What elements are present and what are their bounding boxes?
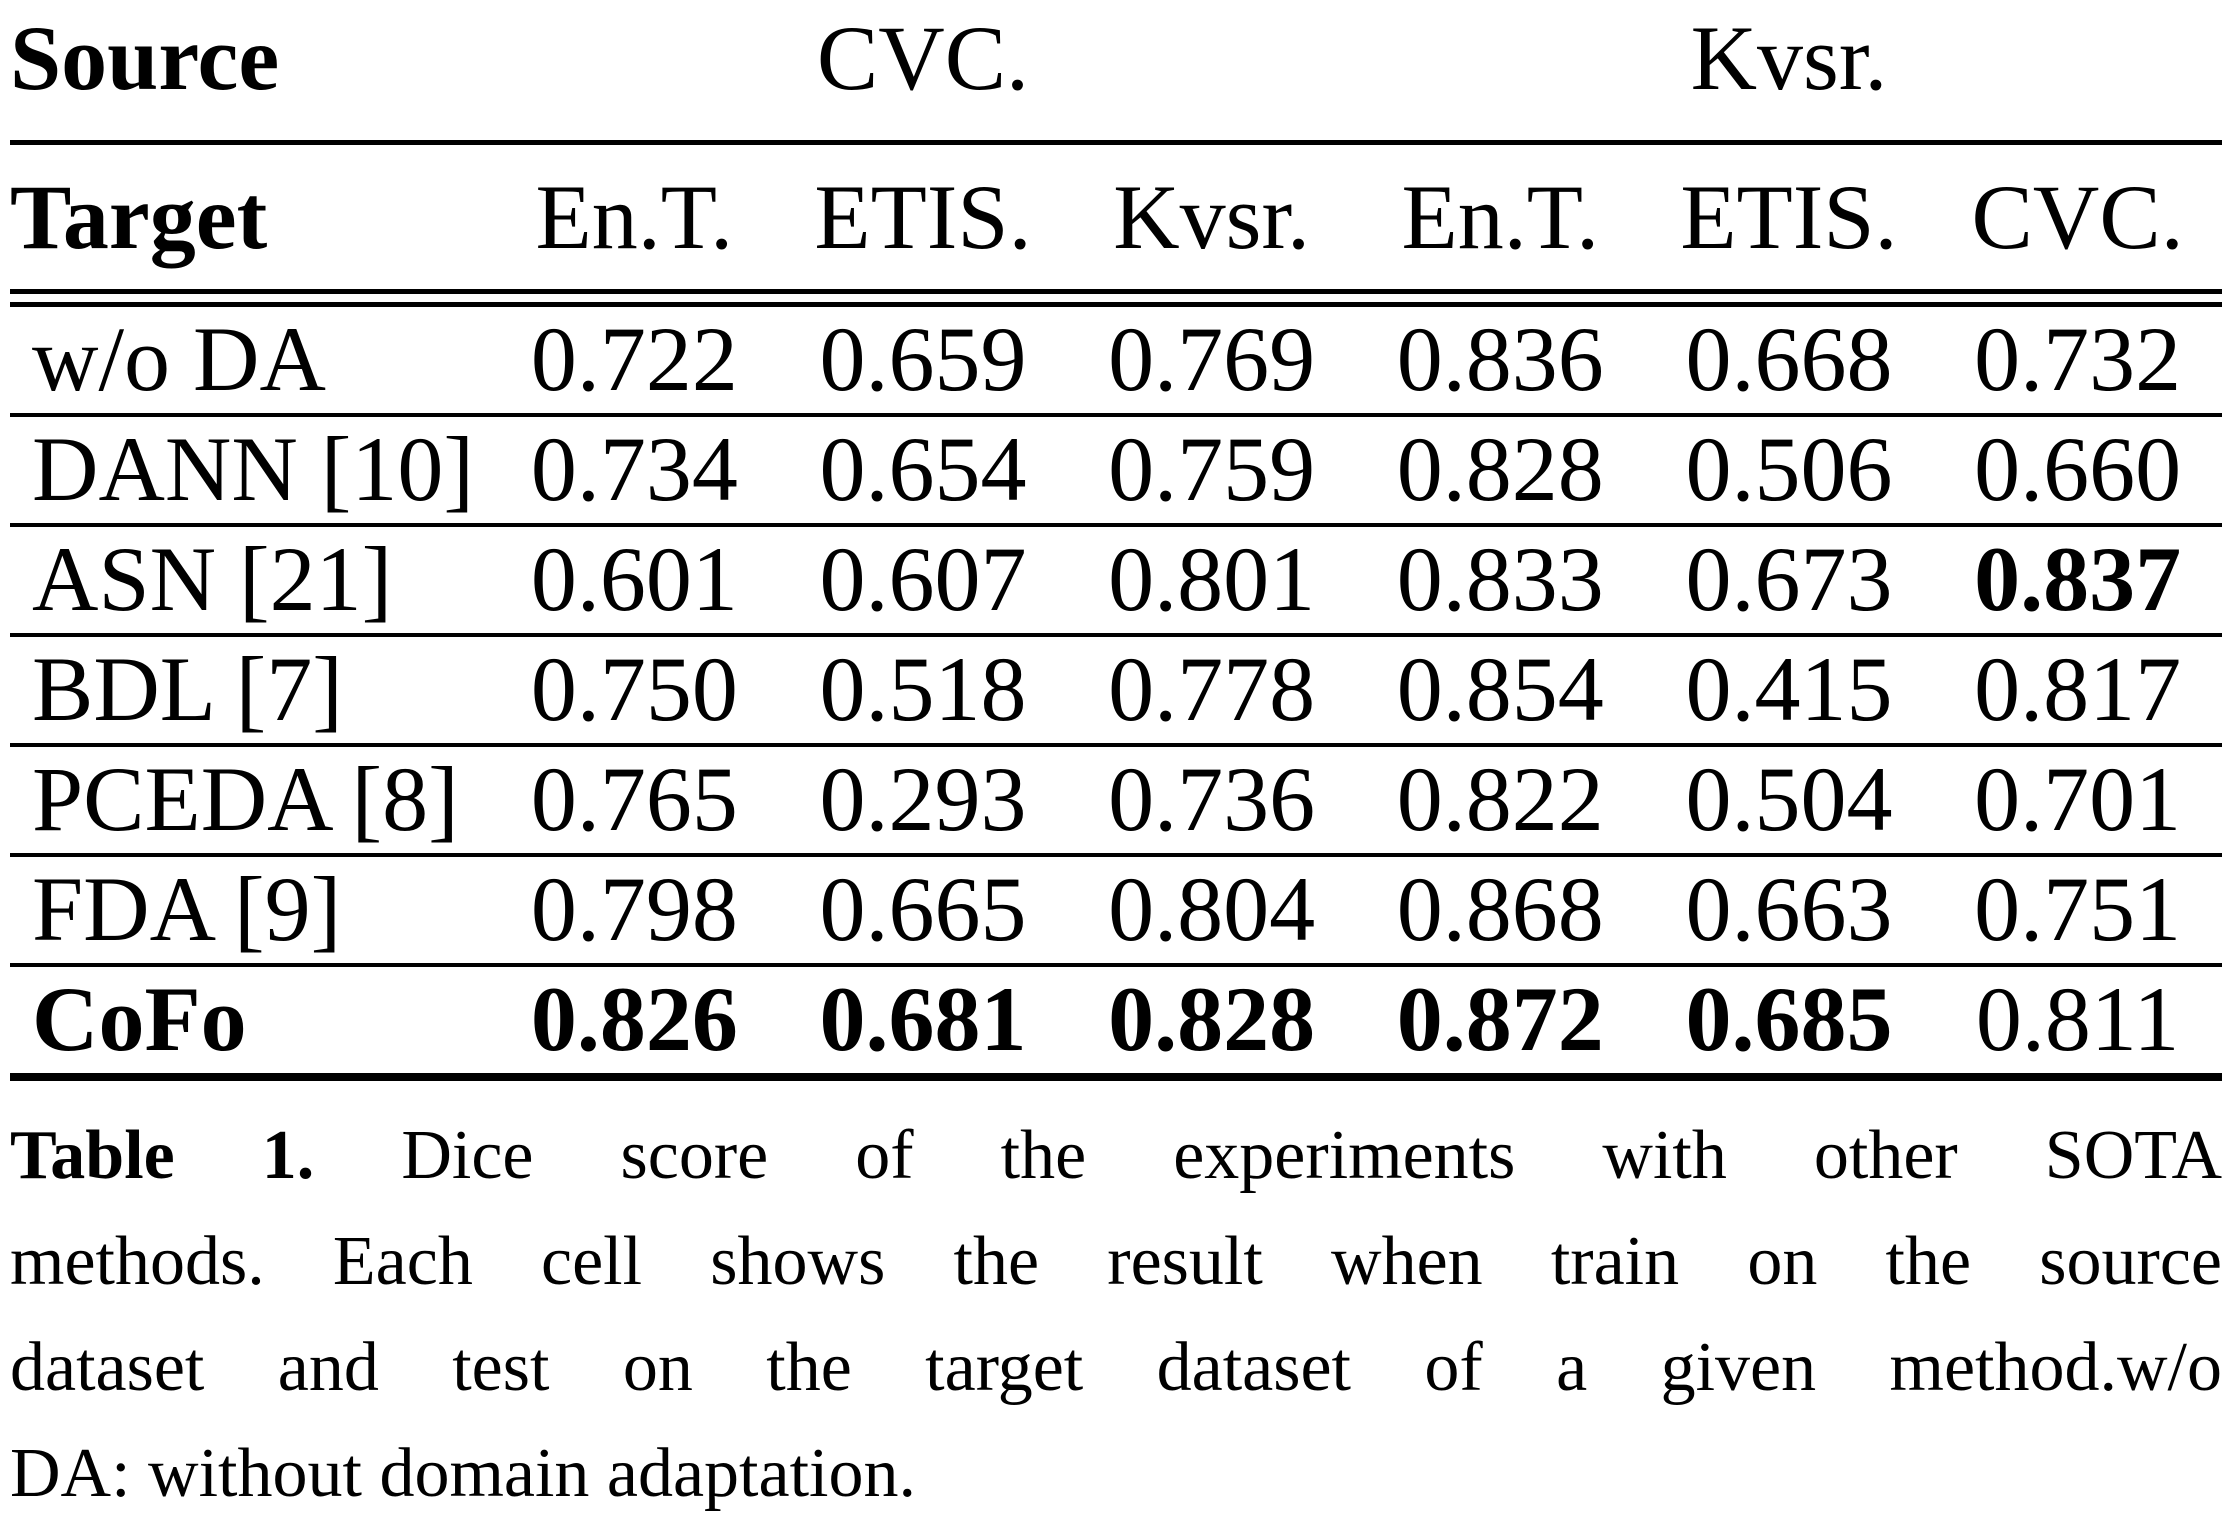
method-cell: BDL [7] xyxy=(10,635,490,747)
score-cell: 0.654 xyxy=(778,415,1068,527)
col-header-ent-2: En.T. xyxy=(1355,142,1645,294)
score-cell: 0.804 xyxy=(1067,855,1356,967)
double-rule-spacer xyxy=(10,291,2222,307)
score-cell: 0.601 xyxy=(490,525,779,637)
method-cell: CoFo xyxy=(10,965,490,1081)
score-cell: 0.607 xyxy=(778,525,1068,637)
header-row-source: Source CVC. Kvsr. xyxy=(10,6,2222,145)
score-cell: 0.673 xyxy=(1644,525,1934,637)
header-row-target: Target En.T. ETIS. Kvsr. En.T. ETIS. CVC… xyxy=(10,142,2222,294)
score-cell: 0.660 xyxy=(1933,415,2222,527)
source-label: Source xyxy=(10,6,490,145)
table-row: DANN [10] 0.734 0.654 0.759 0.828 0.506 0.660 xyxy=(10,415,2222,527)
table-caption: Table 1. Dice score of the experiments w… xyxy=(10,1103,2222,1527)
score-cell: 0.837 xyxy=(1933,525,2222,637)
score-cell: 0.854 xyxy=(1355,635,1645,747)
score-cell: 0.750 xyxy=(490,635,779,747)
method-cell: DANN [10] xyxy=(10,415,490,527)
results-table: Source CVC. Kvsr. Target En.T. ETIS. Kvs… xyxy=(10,6,2222,1081)
score-cell: 0.817 xyxy=(1933,635,2222,747)
caption-label: Table 1. xyxy=(10,1117,315,1194)
score-cell: 0.293 xyxy=(778,745,1068,857)
col-header-ent-1: En.T. xyxy=(490,142,779,294)
caption-line-2: methods. Each cell shows the result when… xyxy=(10,1223,2222,1300)
method-cell: PCEDA [8] xyxy=(10,745,490,857)
table-row: PCEDA [8] 0.765 0.293 0.736 0.822 0.504 0.701 xyxy=(10,745,2222,857)
table-row: CoFo 0.826 0.681 0.828 0.872 0.685 0.811 xyxy=(10,965,2222,1081)
score-cell: 0.732 xyxy=(1933,304,2222,417)
score-cell: 0.828 xyxy=(1355,415,1645,527)
caption-line-1: Table 1. Dice score of the experiments w… xyxy=(10,1103,2222,1209)
score-cell: 0.665 xyxy=(778,855,1068,967)
score-cell: 0.778 xyxy=(1067,635,1356,747)
score-cell: 0.685 xyxy=(1644,965,1934,1081)
score-cell: 0.736 xyxy=(1067,745,1356,857)
score-cell: 0.722 xyxy=(490,304,779,417)
table-row: BDL [7] 0.750 0.518 0.778 0.854 0.415 0.817 xyxy=(10,635,2222,747)
score-cell: 0.801 xyxy=(1067,525,1356,637)
col-header-cvc: CVC. xyxy=(1933,142,2222,294)
score-cell: 0.765 xyxy=(490,745,779,857)
score-cell: 0.828 xyxy=(1067,965,1356,1081)
group-header-kvsr: Kvsr. xyxy=(1355,6,2222,145)
col-header-kvsr: Kvsr. xyxy=(1067,142,1356,294)
table-row: ASN [21] 0.601 0.607 0.801 0.833 0.673 0.837 xyxy=(10,525,2222,637)
score-cell: 0.751 xyxy=(1933,855,2222,967)
method-cell: FDA [9] xyxy=(10,855,490,967)
score-cell: 0.798 xyxy=(490,855,779,967)
score-cell: 0.415 xyxy=(1644,635,1934,747)
score-cell: 0.506 xyxy=(1644,415,1934,527)
table-row: FDA [9] 0.798 0.665 0.804 0.868 0.663 0.751 xyxy=(10,855,2222,967)
caption-line-4: DA: without domain adaptation. xyxy=(10,1435,916,1512)
score-cell: 0.811 xyxy=(1933,965,2222,1081)
score-cell: 0.822 xyxy=(1355,745,1645,857)
score-cell: 0.659 xyxy=(778,304,1068,417)
score-cell: 0.518 xyxy=(778,635,1068,747)
score-cell: 0.833 xyxy=(1355,525,1645,637)
caption-line-3: dataset and test on the target dataset o… xyxy=(10,1329,2222,1406)
score-cell: 0.701 xyxy=(1933,745,2222,857)
table-row: w/o DA 0.722 0.659 0.769 0.836 0.668 0.732 xyxy=(10,304,2222,417)
table-body: w/o DA 0.722 0.659 0.769 0.836 0.668 0.732 DANN… xyxy=(10,304,2222,1081)
score-cell: 0.663 xyxy=(1644,855,1934,967)
score-cell: 0.681 xyxy=(778,965,1068,1081)
caption-line-1-text: Dice score of the experiments with other… xyxy=(314,1117,2222,1194)
score-cell: 0.836 xyxy=(1355,304,1645,417)
score-cell: 0.504 xyxy=(1644,745,1934,857)
col-header-etis-1: ETIS. xyxy=(778,142,1068,294)
score-cell: 0.872 xyxy=(1355,965,1645,1081)
target-label: Target xyxy=(10,142,490,294)
score-cell: 0.759 xyxy=(1067,415,1356,527)
score-cell: 0.826 xyxy=(490,965,779,1081)
method-cell: w/o DA xyxy=(10,304,490,417)
group-header-cvc: CVC. xyxy=(490,6,1356,145)
col-header-etis-2: ETIS. xyxy=(1644,142,1934,294)
score-cell: 0.668 xyxy=(1644,304,1934,417)
method-cell: ASN [21] xyxy=(10,525,490,637)
score-cell: 0.868 xyxy=(1355,855,1645,967)
score-cell: 0.734 xyxy=(490,415,779,527)
score-cell: 0.769 xyxy=(1067,304,1356,417)
